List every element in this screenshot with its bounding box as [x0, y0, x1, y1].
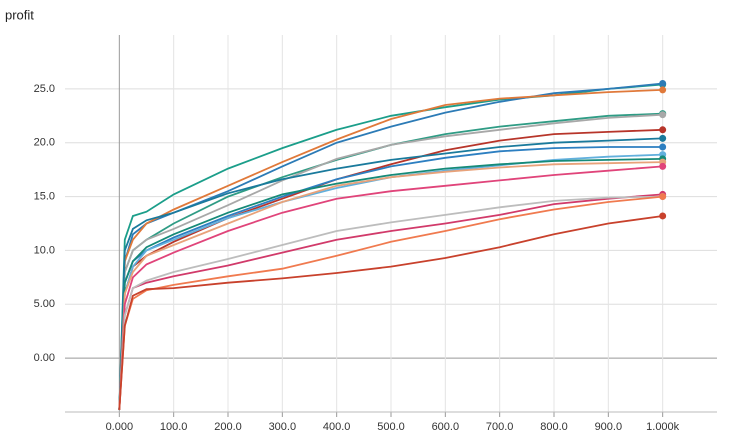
- x-tick-label: 500.0: [377, 421, 405, 433]
- series-line: [118, 82, 663, 410]
- end-point: [659, 162, 667, 170]
- y-tick-label: 5.00: [34, 298, 55, 310]
- x-tick-label: 0.000: [106, 421, 134, 433]
- series-line: [118, 195, 663, 410]
- x-tick-label: 400.0: [323, 421, 351, 433]
- end-point: [659, 126, 667, 134]
- chart-title: profit: [5, 7, 34, 22]
- y-tick-label: 0.00: [34, 352, 55, 364]
- series-line: [118, 165, 663, 410]
- y-tick-label: 25.0: [34, 83, 55, 95]
- end-point: [659, 111, 667, 119]
- end-point: [659, 143, 667, 151]
- x-tick-label: 200.0: [214, 421, 242, 433]
- end-point: [659, 79, 667, 87]
- series-line: [118, 89, 663, 410]
- x-tick-label: 800.0: [540, 421, 568, 433]
- x-tick-label: 600.0: [432, 421, 460, 433]
- y-tick-label: 10.0: [34, 244, 55, 256]
- end-point: [659, 86, 667, 94]
- series-line: [118, 158, 663, 410]
- series-line: [118, 195, 663, 410]
- y-tick-label: 15.0: [34, 190, 55, 202]
- series-line: [118, 161, 663, 410]
- series-line: [118, 113, 663, 410]
- y-tick-label: 20.0: [34, 137, 55, 149]
- series-line: [118, 215, 663, 410]
- end-point: [659, 134, 667, 142]
- end-point: [659, 212, 667, 220]
- x-tick-label: 700.0: [486, 421, 514, 433]
- x-tick-label: 300.0: [269, 421, 297, 433]
- x-tick-label: 900.0: [595, 421, 623, 433]
- x-tick-label: 1.000k: [646, 421, 680, 433]
- x-tick-label: 100.0: [160, 421, 188, 433]
- series-line: [118, 137, 663, 410]
- end-point: [659, 193, 667, 201]
